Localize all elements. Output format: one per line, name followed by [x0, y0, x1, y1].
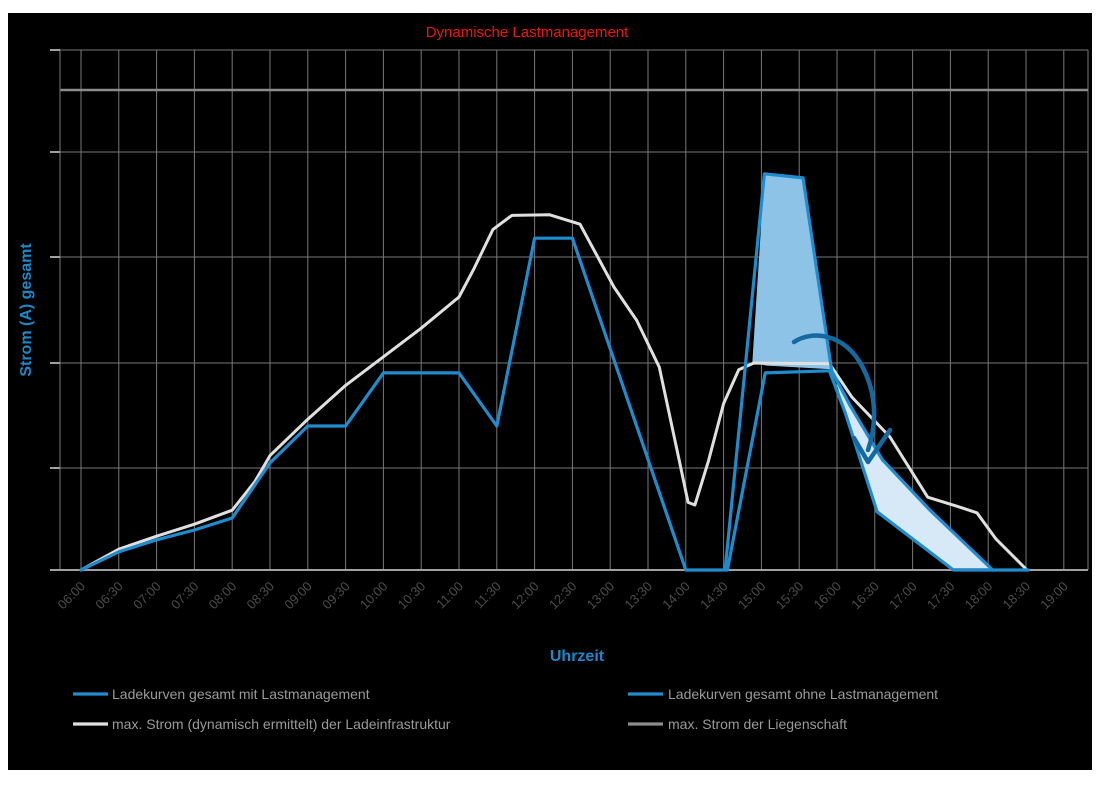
- legend-item-mit: Ladekurven gesamt mit Lastmanagement: [73, 686, 370, 702]
- chart-title: Dynamische Lastmanagement: [426, 24, 629, 41]
- legend-label-ohne: Ladekurven gesamt ohne Lastmanagement: [668, 686, 938, 702]
- legend-label-mit: Ladekurven gesamt mit Lastmanagement: [112, 686, 370, 702]
- shift-arrow-stem: [791, 333, 877, 453]
- chart-background: [8, 13, 1092, 770]
- legend-label-liegenschaft: max. Strom der Liegenschaft: [668, 716, 847, 732]
- shift-arrow-head: [851, 427, 893, 465]
- legend-item-ohne: Ladekurven gesamt ohne Lastmanagement: [628, 686, 938, 702]
- curve-ohne-lastmanagement: [723, 172, 995, 572]
- legend-label-max-dynamisch: max. Strom (dynamisch ermittelt) der Lad…: [112, 716, 451, 732]
- curve-mit-lastmanagement: [79, 236, 1030, 572]
- legend-item-max-dynamisch: max. Strom (dynamisch ermittelt) der Lad…: [73, 716, 451, 732]
- peak-shift-area: [752, 173, 832, 370]
- legend-item-liegenschaft: max. Strom der Liegenschaft: [628, 716, 847, 732]
- x-axis-label: Uhrzeit: [550, 648, 605, 665]
- curve-max-dynamisch: [79, 213, 1028, 572]
- legend: Ladekurven gesamt mit Lastmanagement max…: [73, 686, 938, 732]
- y-tick-marks: [50, 49, 60, 571]
- shift-arrow: [791, 333, 893, 465]
- y-axis-label: Strom (A) gesamt: [18, 243, 35, 377]
